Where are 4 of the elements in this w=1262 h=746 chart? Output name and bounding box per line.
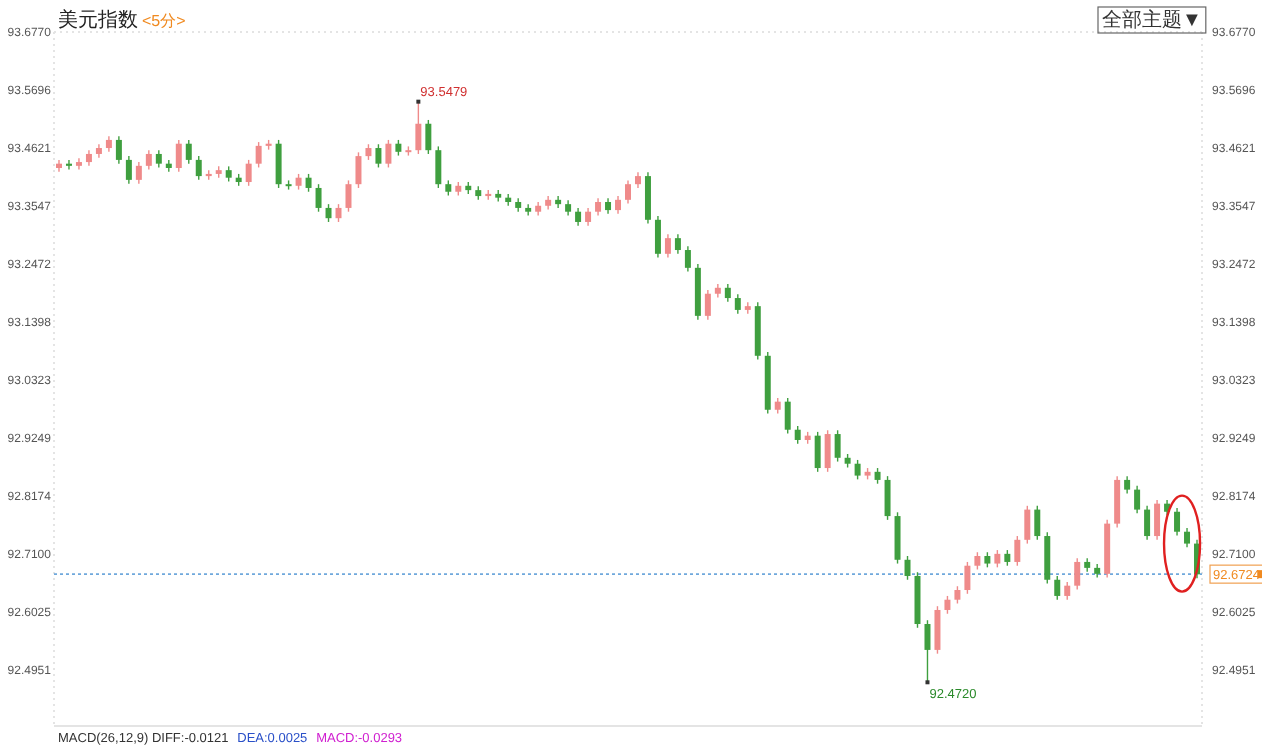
chart-title: 美元指数 — [58, 8, 138, 32]
annotation: 全部主题▼ — [1102, 8, 1202, 32]
chart-subtitle: <5分> — [142, 12, 187, 30]
theme-button: 全部主题▼ — [1097, 6, 1207, 34]
